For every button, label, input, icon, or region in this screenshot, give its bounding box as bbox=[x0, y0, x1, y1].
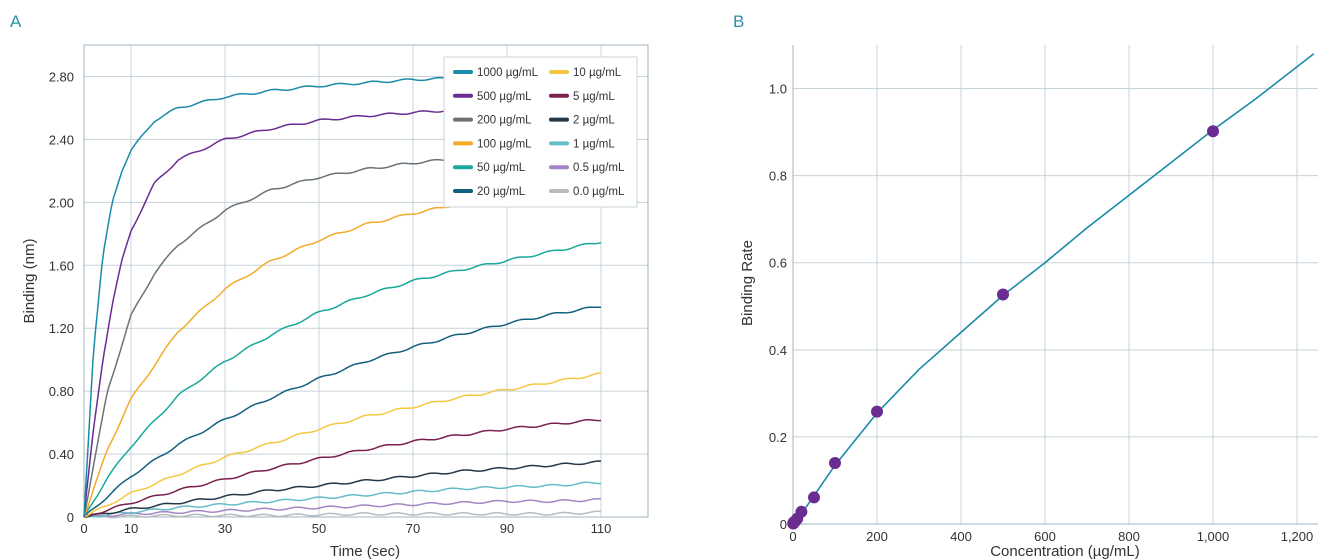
chart-b-x-tick-label: 0 bbox=[789, 529, 796, 544]
chart-a-x-tick-label: 90 bbox=[500, 521, 514, 536]
data-point bbox=[1207, 125, 1219, 138]
chart-b-y-tick-label: 0 bbox=[780, 517, 787, 532]
legend-label-1-g-ml: 1 µg/mL bbox=[573, 138, 615, 150]
fit-curve-line bbox=[792, 53, 1315, 525]
binding-time-chart: 0 10 30 50 70 90 110 0 0.40 0.80 1.20 1.60 2.00 2.40 2… bbox=[49, 44, 649, 536]
legend-label-500-g-ml: 500 µg/mL bbox=[477, 91, 532, 103]
legend-label-2-g-ml: 2 µg/mL bbox=[573, 115, 615, 127]
chart-a-y-tick-label: 1.60 bbox=[49, 258, 74, 273]
series-line-10-g-ml bbox=[83, 372, 602, 518]
chart-a-y-tick-label: 1.20 bbox=[49, 321, 74, 336]
chart-a-x-tick-label: 30 bbox=[218, 521, 232, 536]
data-point bbox=[871, 405, 883, 418]
chart-a-y-tick-label: 2.40 bbox=[49, 132, 74, 147]
chart-b-y-tick-label: 1.0 bbox=[769, 82, 787, 97]
legend-label-0-0-g-ml: 0.0 µg/mL bbox=[573, 186, 625, 198]
data-point bbox=[829, 457, 841, 470]
data-point bbox=[808, 491, 820, 504]
chart-a-x-axis-title: Time (sec) bbox=[330, 543, 400, 560]
chart-b-x-tick-label: 1,000 bbox=[1197, 529, 1230, 544]
legend-label-200-g-ml: 200 µg/mL bbox=[477, 115, 532, 127]
chart-b-x-tick-label: 400 bbox=[950, 529, 972, 544]
binding-rate-chart: 0 200 400 600 800 1,000 1,200 0 0.2 0.4 0.6 0.8 1.0 bbox=[769, 45, 1318, 544]
chart-b-y-tick-label: 0.2 bbox=[769, 430, 787, 445]
legend-label-100-g-ml: 100 µg/mL bbox=[477, 138, 532, 150]
chart-a-x-tick-label: 110 bbox=[591, 521, 612, 536]
series-line-5-g-ml bbox=[83, 419, 602, 518]
chart-b-y-tick-label: 0.6 bbox=[769, 256, 787, 271]
legend-label-20-g-ml: 20 µg/mL bbox=[477, 186, 526, 198]
series-line-1-g-ml bbox=[83, 481, 601, 518]
chart-a-x-tick-label: 70 bbox=[406, 521, 420, 536]
series-line-2-g-ml bbox=[83, 460, 602, 518]
chart-b-y-tick-label: 0.8 bbox=[769, 169, 787, 184]
chart-a-y-tick-label: 0 bbox=[67, 510, 74, 525]
legend-box bbox=[443, 56, 638, 208]
chart-b-x-tick-label: 200 bbox=[866, 529, 888, 544]
chart-b-x-tick-label: 600 bbox=[1034, 529, 1056, 544]
panel-b-label: B bbox=[733, 12, 744, 31]
series-line-20-g-ml bbox=[83, 306, 602, 518]
legend-label-0-5-g-ml: 0.5 µg/mL bbox=[573, 162, 625, 174]
chart-a-y-tick-label: 0.40 bbox=[49, 447, 74, 462]
chart-b-x-tick-label: 1,200 bbox=[1281, 529, 1314, 544]
series-line-0-5-g-ml bbox=[83, 497, 602, 519]
chart-a-y-axis-title: Binding (nm) bbox=[21, 238, 38, 323]
chart-a-legend: 1000 µg/mL 500 µg/mL 200 µg/mL 100 µg/mL 50 … bbox=[443, 56, 638, 208]
panel-a-label: A bbox=[10, 12, 22, 31]
legend-label-1000-g-ml: 1000 µg/mL bbox=[477, 67, 539, 79]
legend-label-50-g-ml: 50 µg/mL bbox=[477, 162, 526, 174]
series-line-0-0-g-ml bbox=[83, 510, 602, 519]
chart-a-y-tick-label: 0.80 bbox=[49, 384, 74, 399]
legend-label-5-g-ml: 5 µg/mL bbox=[573, 91, 615, 103]
chart-b-x-tick-label: 800 bbox=[1118, 529, 1140, 544]
chart-a-x-tick-label: 0 bbox=[80, 521, 87, 536]
data-point bbox=[997, 288, 1009, 301]
chart-a-x-tick-label: 50 bbox=[312, 521, 326, 536]
chart-a-y-tick-label: 2.80 bbox=[49, 69, 74, 84]
legend-label-10-g-ml: 10 µg/mL bbox=[573, 67, 622, 79]
chart-a-x-tick-label: 10 bbox=[124, 521, 138, 536]
chart-a-y-tick-label: 2.00 bbox=[49, 195, 74, 210]
chart-a-plot-frame bbox=[83, 44, 649, 518]
chart-b-x-axis-title: Concentration (µg/mL) bbox=[990, 543, 1140, 560]
data-point bbox=[795, 505, 808, 518]
series-line-50-g-ml bbox=[83, 241, 602, 518]
chart-b-y-tick-label: 0.4 bbox=[769, 343, 787, 358]
chart-b-y-axis-title: Binding Rate bbox=[739, 240, 756, 326]
